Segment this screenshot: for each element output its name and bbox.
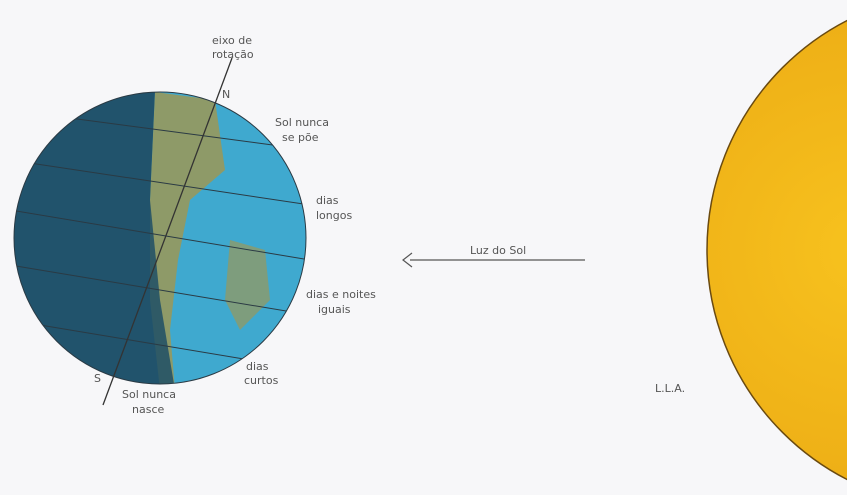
label: longos <box>316 209 352 222</box>
label: se põe <box>282 131 319 144</box>
label: Luz do Sol <box>470 244 526 257</box>
drawing: eixo de rotação N Sol nunca se põe dias … <box>0 0 847 495</box>
signature: L.L.A. <box>655 382 685 395</box>
label: dias e noites <box>306 288 376 301</box>
label: rotação <box>212 48 254 61</box>
label: N <box>222 88 230 101</box>
label: iguais <box>318 303 351 316</box>
label: Sol nunca <box>275 116 329 129</box>
label: S <box>94 372 101 385</box>
label: dias <box>316 194 339 207</box>
label: dias <box>246 360 269 373</box>
label: curtos <box>244 374 279 387</box>
label: nasce <box>132 403 164 416</box>
label: Sol nunca <box>122 388 176 401</box>
label: eixo de <box>212 34 252 47</box>
